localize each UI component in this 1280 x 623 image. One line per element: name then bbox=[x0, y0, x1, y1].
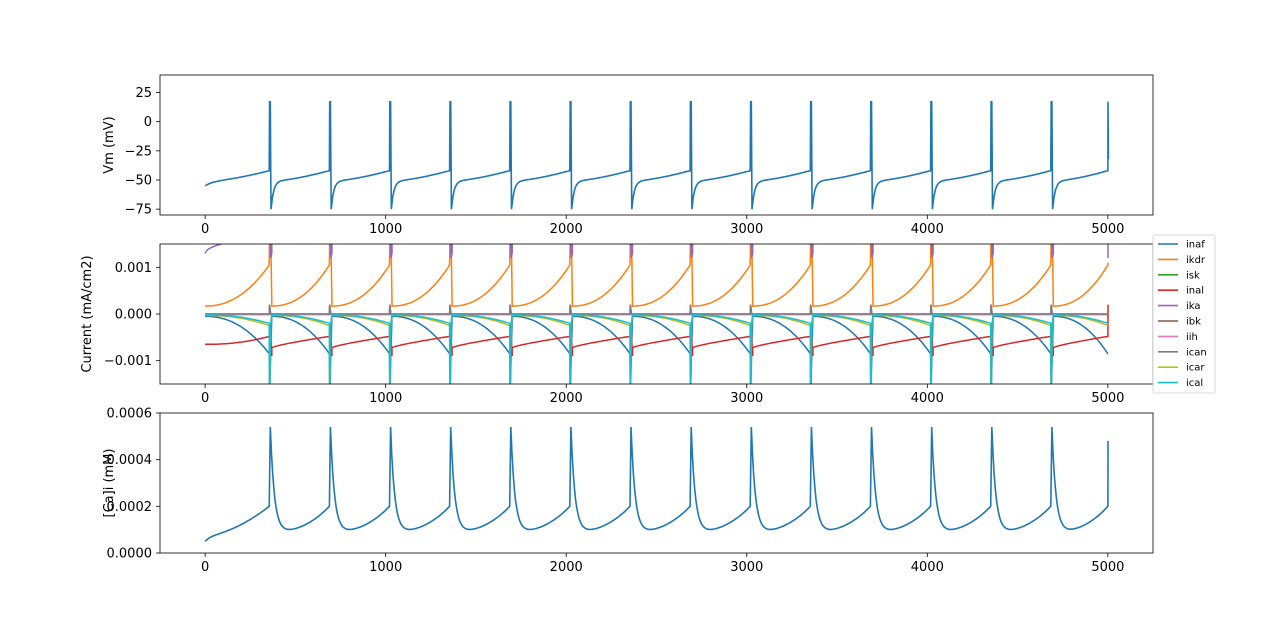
x-tick-label: 4000 bbox=[911, 560, 944, 575]
x-tick-label: 2000 bbox=[550, 222, 583, 237]
axes-frame bbox=[159, 74, 1154, 216]
x-tick-label: 4000 bbox=[911, 222, 944, 237]
x-tick-label: 1000 bbox=[369, 391, 402, 406]
legend-label-inaf: inaf bbox=[1186, 240, 1205, 251]
vm-panel: 0 1000 2000 3000 4000 5000 −75 −50 −25 0 25 Vm (mV) bbox=[102, 74, 1154, 237]
y-axis-label: Vm (mV) bbox=[102, 116, 117, 173]
x-tick-label: 3000 bbox=[730, 560, 763, 575]
x-tick-label: 2000 bbox=[550, 560, 583, 575]
y-tick-label: −75 bbox=[125, 203, 152, 218]
legend-label-inal: inal bbox=[1186, 286, 1204, 297]
y-tick-label: −0.001 bbox=[104, 354, 152, 369]
calcium-series-line bbox=[204, 426, 1109, 542]
legend-label-icar: icar bbox=[1186, 363, 1205, 374]
series-line-inal bbox=[205, 304, 1109, 357]
vm-series-line bbox=[204, 101, 1110, 210]
y-axis-label: Current (mA/cm2) bbox=[80, 255, 95, 372]
series-line-inaf bbox=[205, 315, 1109, 384]
y-tick-label: 0.0002 bbox=[107, 500, 153, 515]
legend-label-ical: ical bbox=[1186, 378, 1203, 389]
x-tick-label: 3000 bbox=[730, 391, 763, 406]
y-tick-label: −25 bbox=[125, 144, 152, 159]
x-tick-label: 3000 bbox=[730, 222, 763, 237]
y-tick-label: 0.000 bbox=[115, 308, 152, 323]
y-tick-label: 25 bbox=[135, 86, 152, 101]
series-line-ical bbox=[205, 314, 1109, 384]
x-tick-label: 5000 bbox=[1091, 560, 1124, 575]
series-line-iih bbox=[205, 305, 1108, 316]
legend-label-ikdr: ikdr bbox=[1186, 255, 1206, 266]
y-axis-label: [Ca]i (mM) bbox=[102, 449, 117, 518]
x-tick-label: 5000 bbox=[1091, 391, 1124, 406]
x-tick-label: 1000 bbox=[369, 222, 402, 237]
series-line-ican bbox=[205, 304, 1108, 315]
current-panel: 0 1000 2000 3000 4000 5000 −0.001 0.000 0.001 Cur… bbox=[80, 243, 1154, 406]
y-tick-label: −50 bbox=[125, 174, 152, 189]
series-line-ika bbox=[204, 244, 1109, 259]
legend-label-iih: iih bbox=[1186, 332, 1198, 343]
x-tick-label: 5000 bbox=[1091, 222, 1124, 237]
x-tick-label: 2000 bbox=[550, 391, 583, 406]
legend-label-ican: ican bbox=[1186, 347, 1207, 358]
y-tick-label: 0.0006 bbox=[107, 407, 153, 422]
y-tick-label: 0.0000 bbox=[107, 547, 153, 562]
legend-label-ibk: ibk bbox=[1186, 317, 1201, 328]
y-tick-label: 0 bbox=[144, 115, 152, 130]
x-tick-label: 0 bbox=[201, 560, 209, 575]
x-tick-label: 0 bbox=[201, 222, 209, 237]
y-tick-label: 0.0004 bbox=[107, 453, 153, 468]
axes-frame bbox=[159, 412, 1154, 554]
calcium-panel: 0 1000 2000 3000 4000 5000 0.0000 0.0002 0.0004 0… bbox=[102, 407, 1154, 575]
legend-label-isk: isk bbox=[1186, 270, 1200, 281]
x-tick-label: 1000 bbox=[369, 560, 402, 575]
legend: inaf ikdr isk inal ika ibk iih ican icar ical bbox=[1152, 234, 1216, 394]
x-tick-label: 0 bbox=[201, 391, 209, 406]
x-tick-label: 4000 bbox=[911, 391, 944, 406]
legend-label-ika: ika bbox=[1186, 301, 1201, 312]
series-line-ikdr bbox=[205, 244, 1109, 307]
y-tick-label: 0.001 bbox=[115, 261, 152, 276]
series-line-icar bbox=[205, 314, 1109, 384]
